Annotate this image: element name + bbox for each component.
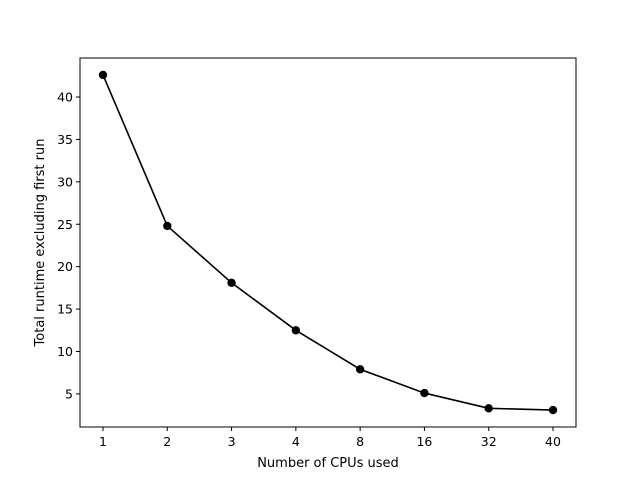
y-tick-label: 35 <box>57 132 73 147</box>
data-point <box>420 388 429 398</box>
x-tick-label: 40 <box>545 434 561 449</box>
data-point <box>291 326 301 335</box>
y-tick-label: 40 <box>57 90 73 105</box>
data-point <box>548 405 558 415</box>
x-axis-label: Number of CPUs used <box>257 456 399 471</box>
data-point <box>227 278 236 287</box>
x-tick-label: 16 <box>416 434 432 449</box>
x-tick-label: 32 <box>481 434 497 449</box>
y-tick-label: 30 <box>57 174 73 189</box>
x-axis-ticks: 1 2 3 4 8 16 32 40 <box>99 427 561 449</box>
y-tick-label: 20 <box>57 259 73 274</box>
y-tick-label: 15 <box>57 302 73 317</box>
y-axis-ticks: 5 10 15 20 25 30 35 40 <box>57 90 80 401</box>
series-line <box>102 74 554 411</box>
x-tick-label: 8 <box>356 434 364 449</box>
y-tick-label: 10 <box>57 344 73 359</box>
x-tick-label: 4 <box>292 434 300 449</box>
x-tick-label: 1 <box>99 434 107 449</box>
y-tick-label: 5 <box>65 386 73 401</box>
series-layer <box>98 70 558 415</box>
x-tick-label: 3 <box>228 434 236 449</box>
y-tick-label: 25 <box>57 217 73 232</box>
data-point <box>98 70 108 80</box>
y-axis-label: Total runtime excluding first run <box>33 139 48 348</box>
data-point <box>484 404 493 413</box>
data-point <box>163 221 172 231</box>
data-point <box>355 365 365 374</box>
plot-frame <box>79 57 577 428</box>
x-tick-label: 2 <box>163 434 171 449</box>
